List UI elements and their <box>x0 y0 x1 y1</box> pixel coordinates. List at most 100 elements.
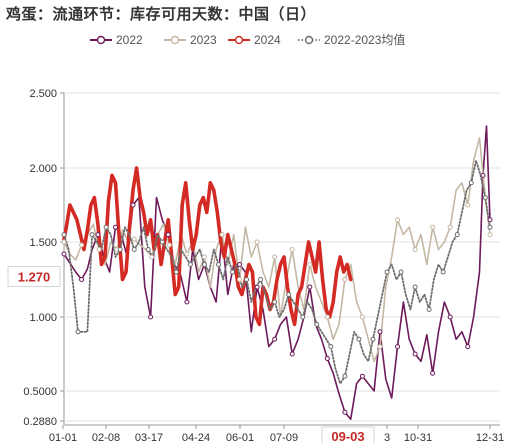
legend-item-2022[interactable]: 2022 <box>90 33 143 47</box>
series-point <box>244 277 250 282</box>
series-point <box>447 224 453 230</box>
series-point <box>201 254 207 260</box>
legend-marker <box>170 35 180 45</box>
y-tick-label: 0.2880 <box>23 416 57 428</box>
series-point <box>468 180 474 186</box>
series-point <box>307 284 313 290</box>
series-point <box>215 262 221 267</box>
series-point <box>272 254 278 260</box>
series-point <box>187 262 193 267</box>
series-point <box>75 329 81 335</box>
series-point <box>447 314 453 320</box>
y-tick-label: 0.5000 <box>23 386 57 398</box>
x-tick-label: 02-08 <box>92 432 120 443</box>
series-point <box>314 321 320 327</box>
legend-label: 2022-2023均值 <box>324 32 405 47</box>
series-point <box>103 224 109 230</box>
chart-title: 鸡蛋：流通环节：库存可用天数：中国（日） <box>6 5 317 23</box>
legend-item-2022-2023均值[interactable]: 2022-2023均值 <box>298 32 405 47</box>
series-point <box>398 269 404 275</box>
current-date-label: 09-03 <box>331 429 364 443</box>
x-tick-label: 07-09 <box>270 432 298 443</box>
series-point <box>254 284 260 290</box>
series-point <box>173 269 179 275</box>
current-value-label: 1.270 <box>18 270 51 285</box>
series-point <box>412 284 418 290</box>
series-line-2024 <box>62 166 353 327</box>
series-point <box>328 344 334 350</box>
series-point <box>96 247 102 252</box>
series-point <box>117 247 123 252</box>
series-point <box>166 242 172 248</box>
series-point <box>465 202 471 208</box>
series-point <box>487 232 493 238</box>
x-tick-label: 12-31 <box>476 432 504 443</box>
series-point <box>184 299 190 305</box>
series-point <box>342 409 348 415</box>
series-point <box>307 262 313 267</box>
series-point <box>79 242 85 248</box>
series-point <box>219 232 225 238</box>
series-point <box>286 292 292 297</box>
series-point <box>89 232 95 238</box>
series-point <box>370 336 376 342</box>
series-point <box>289 247 295 252</box>
legend-label: 2022 <box>116 33 143 47</box>
series-point <box>159 239 165 245</box>
series-point <box>148 314 154 320</box>
series-point <box>480 172 486 178</box>
current-date-badge <box>321 426 375 443</box>
legend-label: 2024 <box>254 33 281 47</box>
series-point <box>356 336 362 342</box>
legend-item-2023[interactable]: 2023 <box>164 33 217 47</box>
series-point <box>412 247 418 252</box>
series-point <box>359 373 365 379</box>
legend-marker <box>234 35 244 45</box>
series-point <box>377 344 383 350</box>
series-point <box>95 232 101 238</box>
legend: 2022 2023 2024 2022-2023均值 <box>90 32 405 47</box>
series-point <box>465 344 471 350</box>
legend-marker <box>304 35 314 45</box>
series-point <box>359 314 365 320</box>
y-tick-label: 2.500 <box>29 88 57 100</box>
series-point <box>184 251 190 257</box>
series-point <box>412 351 418 357</box>
series-point <box>324 355 330 361</box>
series-point <box>61 251 67 257</box>
series-point <box>342 277 348 282</box>
series-point <box>430 224 436 230</box>
series-point <box>131 247 137 252</box>
series-point <box>324 314 330 320</box>
y-tick-label: 1.000 <box>29 312 57 324</box>
y-tick-label: 2.000 <box>29 163 57 175</box>
x-tick-label: 3 <box>384 432 390 443</box>
x-tick-label: 04-24 <box>182 432 210 443</box>
legend-item-2024[interactable]: 2024 <box>228 33 281 47</box>
series-point <box>430 370 436 376</box>
series-point <box>342 373 348 379</box>
series-point <box>79 277 85 282</box>
series-point <box>454 232 460 238</box>
series-point <box>300 314 306 320</box>
legend-label: 2023 <box>190 33 217 47</box>
series-point <box>112 224 118 230</box>
x-tick-label: 06-01 <box>226 432 254 443</box>
legend-marker <box>96 35 106 45</box>
y-tick-label: 1.500 <box>29 237 57 249</box>
series-point <box>426 307 432 312</box>
series-point <box>272 336 278 342</box>
series-line-2022 <box>63 125 491 421</box>
current-value-badge <box>7 266 61 287</box>
series-point <box>289 351 295 357</box>
series-point <box>201 262 207 267</box>
series-point <box>440 269 446 275</box>
series-point <box>237 262 243 267</box>
x-tick-label: 01-01 <box>49 432 77 443</box>
series-point <box>131 236 137 242</box>
series-point <box>145 247 151 252</box>
series-point <box>130 202 136 208</box>
series-point <box>165 232 171 238</box>
series-point <box>258 277 264 282</box>
